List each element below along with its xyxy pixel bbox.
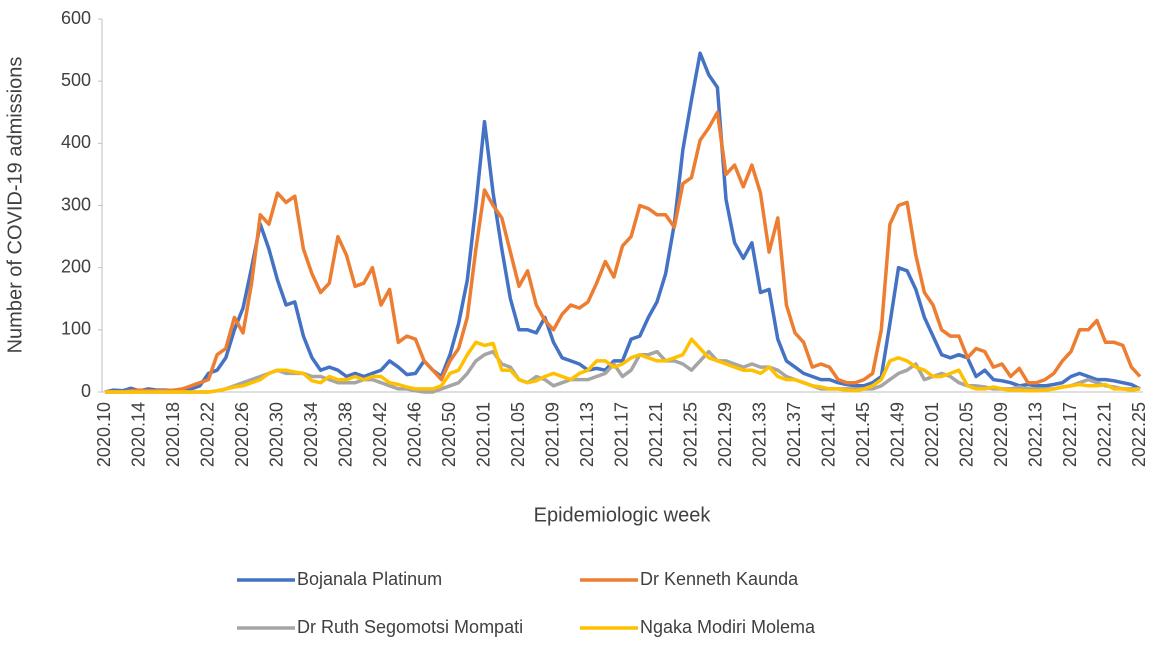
x-tick-label: 2020.14: [128, 402, 148, 467]
x-tick-label: 2020.38: [335, 402, 355, 467]
legend-label: Ngaka Modiri Molema: [640, 617, 816, 637]
x-tick-label: 2021.25: [680, 402, 700, 467]
x-tick-label: 2022.13: [1025, 402, 1045, 467]
x-tick-label: 2020.46: [404, 402, 424, 467]
x-tick-label: 2022.09: [991, 402, 1011, 467]
x-tick-label: 2021.29: [715, 402, 735, 467]
y-tick-label: 100: [61, 319, 91, 339]
y-tick-label: 600: [61, 8, 91, 28]
x-tick-label: 2020.50: [439, 402, 459, 467]
x-tick-label: 2022.05: [956, 402, 976, 467]
x-tick-label: 2021.37: [784, 402, 804, 467]
y-tick-label: 0: [81, 381, 91, 401]
x-tick-label: 2021.13: [577, 402, 597, 467]
y-axis-title: Number of COVID-19 admissions: [4, 57, 26, 354]
x-tick-label: 2020.26: [232, 402, 252, 467]
x-axis-title: Epidemiologic week: [534, 504, 712, 526]
x-tick-label: 2021.17: [611, 402, 631, 467]
x-tick-label: 2020.18: [163, 402, 183, 467]
line-series: [105, 110, 1142, 394]
x-tick-label: 2021.09: [542, 402, 562, 467]
x-tick-label: 2022.01: [922, 402, 942, 467]
x-tick-label: 2020.22: [197, 402, 217, 467]
x-tick-label: 2020.34: [301, 402, 321, 467]
x-tick-label: 2022.25: [1129, 402, 1149, 467]
x-tick-label: 2022.17: [1060, 402, 1080, 467]
legend-label: Dr Ruth Segomotsi Mompati: [297, 617, 523, 637]
x-tick-label: 2021.01: [473, 402, 493, 467]
y-tick-label: 400: [61, 132, 91, 152]
x-tick-label: 2021.41: [818, 402, 838, 467]
line-series: [105, 337, 1141, 394]
x-tick-label: 2021.45: [853, 402, 873, 467]
x-tick-label: 2022.21: [1094, 402, 1114, 467]
y-tick-label: 500: [61, 70, 91, 90]
x-tick-label: 2021.21: [646, 402, 666, 467]
x-tick-label: 2021.49: [887, 402, 907, 467]
y-tick-label: 200: [61, 256, 91, 276]
legend-label: Dr Kenneth Kaunda: [640, 569, 799, 589]
x-tick-label: 2020.42: [370, 402, 390, 467]
x-tick-label: 2021.05: [508, 402, 528, 467]
x-tick-label: 2021.33: [749, 402, 769, 467]
x-tick-label: 2020.10: [94, 402, 114, 467]
y-tick-label: 300: [61, 194, 91, 214]
legend-label: Bojanala Platinum: [297, 569, 442, 589]
x-tick-label: 2020.30: [266, 402, 286, 467]
